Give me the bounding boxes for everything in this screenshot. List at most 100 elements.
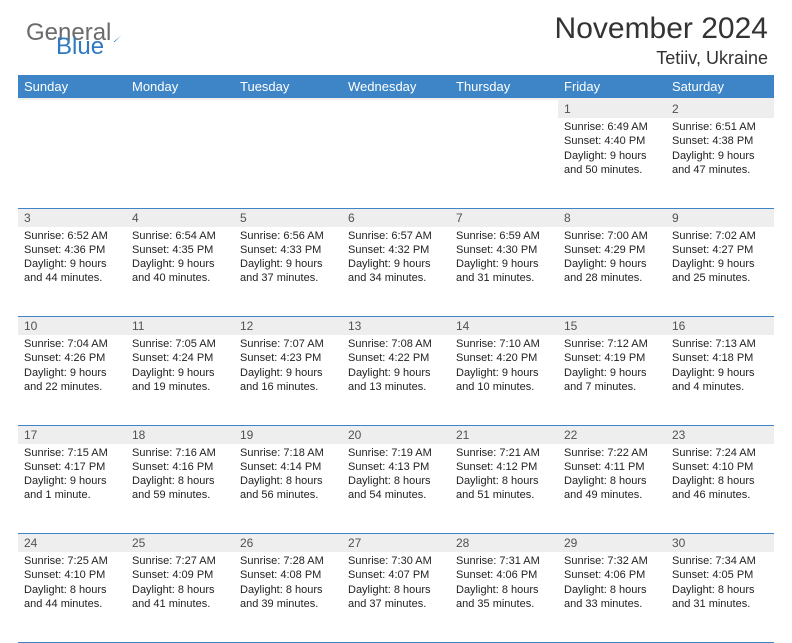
daylight-line: Daylight: 9 hours and 25 minutes. (672, 258, 755, 284)
sunset-line: Sunset: 4:13 PM (348, 461, 429, 473)
sunset-line: Sunset: 4:09 PM (132, 569, 213, 581)
sunrise-line: Sunrise: 7:18 AM (240, 447, 324, 459)
day-number-cell: 19 (234, 425, 342, 444)
sunset-line: Sunset: 4:36 PM (24, 244, 105, 256)
day-number-cell: 8 (558, 208, 666, 227)
header: General Blue November 2024 Tetiiv, Ukrai… (18, 12, 774, 69)
day-cell (342, 118, 450, 208)
day-cell: Sunrise: 6:57 AMSunset: 4:32 PMDaylight:… (342, 227, 450, 317)
day-number-cell: 27 (342, 534, 450, 553)
sunset-line: Sunset: 4:23 PM (240, 352, 321, 364)
sunrise-line: Sunrise: 7:02 AM (672, 230, 756, 242)
sunrise-line: Sunrise: 6:54 AM (132, 230, 216, 242)
title-block: November 2024 Tetiiv, Ukraine (555, 12, 768, 69)
day-cell: Sunrise: 7:02 AM Sunset: 4:27 PM Daylight:… (666, 227, 774, 317)
sunrise-line: Sunrise: 7:22 AM (564, 447, 648, 459)
day-number-cell: 12 (234, 317, 342, 336)
daylight-line: Daylight: 9 hours and 7 minutes. (564, 367, 647, 393)
sunrise-line: Sunrise: 7:34 AM (672, 555, 756, 567)
sunset-line: Sunset: 4:27 PM (672, 244, 753, 256)
sunset-line: Sunset: 4:30 PM (456, 244, 537, 256)
sunset-line: Sunset: 4:26 PM (24, 352, 105, 364)
sunset-line: Sunset: 4:11 PM (564, 461, 645, 473)
day-number-cell: 18 (126, 425, 234, 444)
calendar-page: General Blue November 2024 Tetiiv, Ukrai… (0, 0, 792, 612)
day-number-cell: 23 (666, 425, 774, 444)
sunrise-line: Sunrise: 7:24 AM (672, 447, 756, 459)
sunset-line: Sunset: 4:10 PM (24, 569, 105, 581)
sunrise-line: Sunrise: 6:51 AM (672, 121, 756, 133)
daylight-line: Daylight: 8 hours and 51 minutes. (456, 475, 539, 501)
sunset-line: Sunset: 4:14 PM (240, 461, 321, 473)
sunset-line: Sunset: 4:32 PM (348, 244, 429, 256)
daylight-line: Daylight: 9 hours and 13 minutes. (348, 367, 431, 393)
daylight-line: Daylight: 9 hours and 44 minutes. (24, 258, 107, 284)
sail-icon (113, 24, 135, 42)
day-cell: Sunrise: 7:16 AMSunset: 4:16 PMDaylight:… (126, 444, 234, 534)
sunset-line: Sunset: 4:29 PM (564, 244, 645, 256)
daylight-line: Daylight: 9 hours and 28 minutes. (564, 258, 647, 284)
sunset-line: Sunset: 4:18 PM (672, 352, 753, 364)
sunset-line: Sunset: 4:33 PM (240, 244, 321, 256)
day-cell: Sunrise: 7:25 AMSunset: 4:10 PMDaylight:… (18, 552, 126, 642)
daylight-line: Daylight: 8 hours and 59 minutes. (132, 475, 215, 501)
sunrise-line: Sunrise: 7:21 AM (456, 447, 540, 459)
day-cell: Sunrise: 7:08 AMSunset: 4:22 PMDaylight:… (342, 335, 450, 425)
sunrise-line: Sunrise: 7:07 AM (240, 338, 324, 350)
day-cell: Sunrise: 7:15 AMSunset: 4:17 PMDaylight:… (18, 444, 126, 534)
day-cell: Sunrise: 7:05 AMSunset: 4:24 PMDaylight:… (126, 335, 234, 425)
day-header: Wednesday (342, 75, 450, 98)
sunset-line: Sunset: 4:06 PM (564, 569, 645, 581)
daylight-line: Daylight: 9 hours and 10 minutes. (456, 367, 539, 393)
sunrise-line: Sunrise: 7:31 AM (456, 555, 540, 567)
day-number-cell: 15 (558, 317, 666, 336)
day-cell: Sunrise: 6:52 AMSunset: 4:36 PMDaylight:… (18, 227, 126, 317)
day-number-cell (342, 100, 450, 118)
sunrise-line: Sunrise: 7:27 AM (132, 555, 216, 567)
day-header: Monday (126, 75, 234, 98)
day-number-cell: 10 (18, 317, 126, 336)
day-cell: Sunrise: 7:10 AMSunset: 4:20 PMDaylight:… (450, 335, 558, 425)
sunrise-line: Sunrise: 7:15 AM (24, 447, 108, 459)
daylight-line: Daylight: 8 hours and 33 minutes. (564, 584, 647, 610)
day-number-cell: 20 (342, 425, 450, 444)
day-cell: Sunrise: 7:21 AMSunset: 4:12 PMDaylight:… (450, 444, 558, 534)
sunrise-line: Sunrise: 7:04 AM (24, 338, 108, 350)
sunset-line: Sunset: 4:40 PM (564, 135, 645, 147)
day-header: Saturday (666, 75, 774, 98)
day-cell (450, 118, 558, 208)
day-cell: Sunrise: 7:32 AMSunset: 4:06 PMDaylight:… (558, 552, 666, 642)
day-cell: Sunrise: 7:30 AMSunset: 4:07 PMDaylight:… (342, 552, 450, 642)
daylight-line: Daylight: 9 hours and 40 minutes. (132, 258, 215, 284)
day-number-cell: 13 (342, 317, 450, 336)
month-title: November 2024 (555, 12, 768, 46)
sunset-line: Sunset: 4:24 PM (132, 352, 213, 364)
day-number-cell (450, 100, 558, 118)
day-cell: Sunrise: 6:59 AMSunset: 4:30 PMDaylight:… (450, 227, 558, 317)
daylight-line: Daylight: 9 hours and 19 minutes. (132, 367, 215, 393)
day-number-cell: 2 (666, 100, 774, 118)
day-number-cell: 25 (126, 534, 234, 553)
day-cell: Sunrise: 6:49 AMSunset: 4:40 PMDaylight:… (558, 118, 666, 208)
daylight-line: Daylight: 9 hours and 37 minutes. (240, 258, 323, 284)
sunset-line: Sunset: 4:06 PM (456, 569, 537, 581)
sunrise-line: Sunrise: 6:59 AM (456, 230, 540, 242)
sunrise-line: Sunrise: 7:13 AM (672, 338, 756, 350)
daylight-line: Daylight: 9 hours and 1 minute. (24, 475, 107, 501)
day-number-cell: 17 (18, 425, 126, 444)
sunrise-line: Sunrise: 7:08 AM (348, 338, 432, 350)
sunset-line: Sunset: 4:10 PM (672, 461, 753, 473)
day-number-cell: 6 (342, 208, 450, 227)
day-number-cell: 24 (18, 534, 126, 553)
day-cell (234, 118, 342, 208)
day-number-cell: 28 (450, 534, 558, 553)
day-number-cell: 21 (450, 425, 558, 444)
daylight-line: Daylight: 8 hours and 39 minutes. (240, 584, 323, 610)
day-number-cell: 26 (234, 534, 342, 553)
day-cell: Sunrise: 7:19 AMSunset: 4:13 PMDaylight:… (342, 444, 450, 534)
day-number-cell: 22 (558, 425, 666, 444)
day-number-cell (126, 100, 234, 118)
daylight-line: Daylight: 8 hours and 41 minutes. (132, 584, 215, 610)
sunrise-line: Sunrise: 6:57 AM (348, 230, 432, 242)
daylight-line: Daylight: 8 hours and 44 minutes. (24, 584, 107, 610)
